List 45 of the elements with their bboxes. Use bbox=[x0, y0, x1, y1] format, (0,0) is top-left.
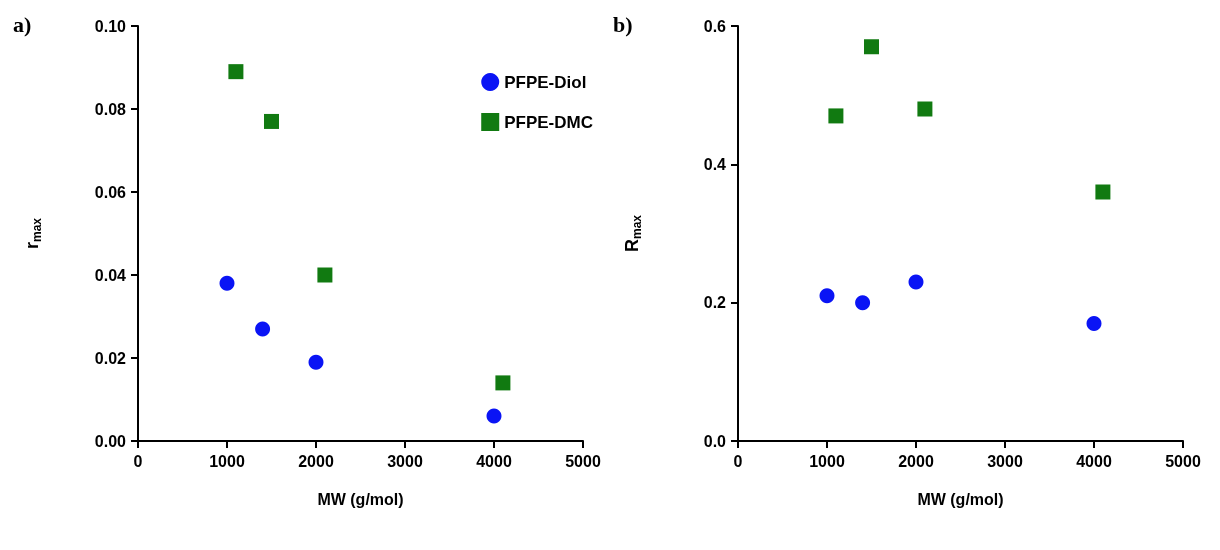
point bbox=[308, 354, 324, 370]
x-tick-label: 2000 bbox=[898, 452, 934, 470]
x-tick-label: 0 bbox=[133, 452, 143, 470]
chart-title: b) bbox=[613, 11, 633, 37]
y-tick-label: 0.0 bbox=[703, 432, 727, 450]
point bbox=[495, 375, 511, 391]
y-axis-title: rmax bbox=[22, 217, 44, 250]
point bbox=[1086, 315, 1102, 331]
point bbox=[908, 274, 924, 290]
point bbox=[864, 39, 879, 55]
x-tick-label: 0 bbox=[733, 452, 743, 470]
x-tick-label: 3000 bbox=[387, 452, 423, 470]
x-tick-label: 1000 bbox=[809, 452, 845, 470]
point bbox=[486, 408, 502, 424]
y-tick-label: 0.02 bbox=[94, 349, 127, 367]
chart-title: a) bbox=[13, 11, 32, 37]
y-tick-label: 0.08 bbox=[94, 100, 127, 118]
point bbox=[1095, 184, 1111, 200]
y-tick-label: 0.04 bbox=[94, 266, 127, 284]
x-tick-label: 1000 bbox=[209, 452, 245, 470]
x-tick-label: 4000 bbox=[1076, 452, 1112, 470]
y-tick-label: 0.10 bbox=[94, 17, 127, 35]
x-tick-label: 3000 bbox=[987, 452, 1023, 470]
y-tick-label: 0.6 bbox=[703, 17, 727, 35]
point bbox=[317, 267, 333, 283]
y-tick-label: 0.2 bbox=[703, 294, 727, 312]
point bbox=[228, 64, 244, 80]
x-axis-title: MW (g/mol) bbox=[917, 490, 1004, 508]
x-tick-label: 5000 bbox=[565, 452, 601, 470]
y-tick-label: 0.00 bbox=[94, 432, 127, 450]
legend-label: PFPE-Diol bbox=[504, 72, 587, 92]
point bbox=[917, 101, 933, 117]
point bbox=[255, 321, 271, 337]
x-axis-title: MW (g/mol) bbox=[317, 490, 404, 508]
y-tick-label: 0.06 bbox=[94, 183, 127, 201]
point bbox=[828, 108, 844, 124]
point bbox=[219, 275, 235, 291]
point bbox=[264, 113, 279, 129]
point bbox=[819, 288, 835, 304]
point bbox=[855, 295, 871, 311]
x-tick-label: 4000 bbox=[476, 452, 512, 470]
x-tick-label: 2000 bbox=[298, 452, 334, 470]
legend-label: PFPE-DMC bbox=[504, 112, 593, 132]
y-tick-label: 0.4 bbox=[703, 155, 727, 173]
x-tick-label: 5000 bbox=[1165, 452, 1201, 470]
